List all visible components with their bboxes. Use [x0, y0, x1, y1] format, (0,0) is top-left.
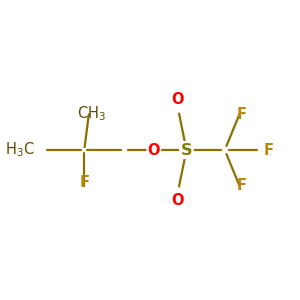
Text: F: F: [237, 178, 247, 193]
Text: F: F: [263, 142, 273, 158]
Text: O: O: [148, 142, 160, 158]
Text: O: O: [172, 193, 184, 208]
Text: F: F: [79, 175, 89, 190]
Text: F: F: [237, 107, 247, 122]
Text: CH$_3$: CH$_3$: [77, 104, 106, 123]
Text: O: O: [172, 92, 184, 107]
Text: S: S: [181, 142, 192, 158]
Text: H$_3$C: H$_3$C: [5, 141, 34, 159]
